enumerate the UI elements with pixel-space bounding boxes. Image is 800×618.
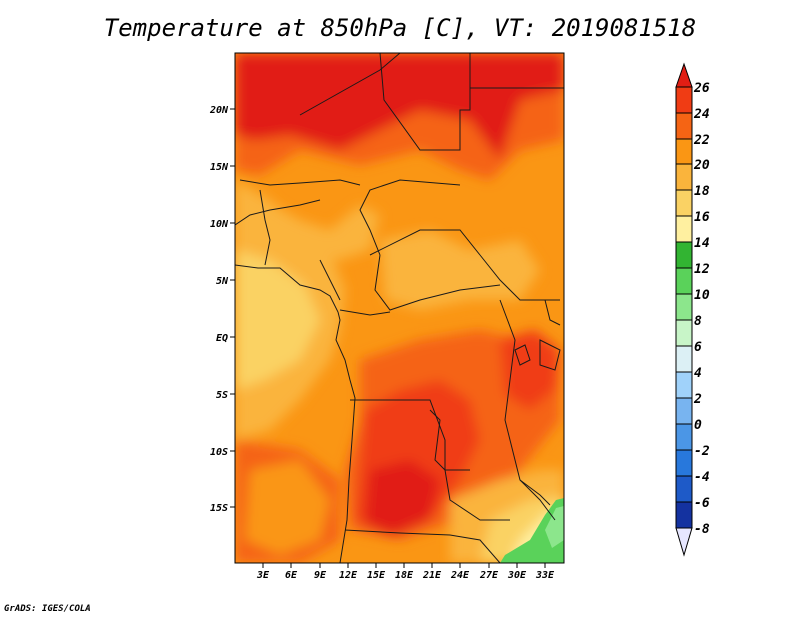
- colorbar-label: 26: [693, 81, 710, 96]
- lon-tick-label: 24E: [450, 570, 470, 581]
- colorbar-label: 20: [693, 158, 710, 173]
- lon-tick-label: 6E: [285, 570, 298, 581]
- colorbar: [675, 62, 693, 557]
- longitude-axis: 3E 6E 9E 12E 15E 18E 21E 24E 27E 30E 33E: [256, 563, 555, 581]
- lat-tick-label: 15N: [210, 162, 229, 173]
- colorbar-bottom-arrow: [675, 527, 693, 557]
- grads-credit: GrADS: IGES/COLA: [4, 604, 91, 614]
- lon-tick-label: 15E: [367, 570, 386, 581]
- colorbar-label: 0: [694, 418, 702, 433]
- latitude-axis: 20N 15N 10N 5N EQ 5S 10S 15S: [209, 105, 235, 514]
- lat-tick-label: 5S: [216, 390, 228, 401]
- lon-tick-label: 3E: [256, 570, 270, 581]
- lat-tick-label: 10S: [210, 447, 228, 458]
- colorbar-label: -2: [694, 444, 710, 459]
- map-frame: [234, 52, 565, 564]
- colorbar-label: 14: [694, 236, 710, 251]
- colorbar-top-arrow: [675, 62, 693, 88]
- lon-tick-label: 30E: [507, 570, 527, 581]
- colorbar-labels: 26 24 22 20 18 16 14 12 10 8 6 4 2 0 -2 …: [693, 81, 710, 537]
- map-title: Temperature at 850hPa [C], VT: 201908151…: [103, 14, 697, 42]
- colorbar-label: 8: [694, 314, 702, 329]
- lon-tick-label: 12E: [339, 570, 358, 581]
- lat-tick-label: 20N: [209, 105, 229, 116]
- colorbar-label: 12: [694, 262, 710, 277]
- lon-tick-label: 33E: [535, 570, 555, 581]
- colorbar-label: 4: [694, 366, 702, 381]
- colorbar-label: 16: [694, 210, 710, 225]
- lon-tick-label: 18E: [395, 570, 414, 581]
- colorbar-label: 24: [693, 107, 710, 122]
- lon-tick-label: 27E: [479, 570, 499, 581]
- lat-tick-label: EQ: [216, 333, 228, 344]
- colorbar-label: -8: [694, 522, 710, 537]
- colorbar-label: 22: [693, 133, 710, 148]
- colorbar-label: 6: [694, 340, 702, 355]
- colorbar-label: 10: [694, 288, 710, 303]
- colorbar-label: -4: [694, 470, 710, 485]
- lat-tick-label: 10N: [210, 219, 229, 230]
- lon-tick-label: 9E: [314, 570, 327, 581]
- colorbar-label: 18: [694, 184, 710, 199]
- country-borders: [235, 53, 564, 563]
- lat-tick-label: 5N: [216, 276, 229, 287]
- lon-tick-label: 21E: [422, 570, 442, 581]
- temperature-field: [235, 53, 564, 563]
- lat-tick-label: 15S: [210, 503, 228, 514]
- colorbar-label: 2: [693, 392, 702, 407]
- colorbar-label: -6: [694, 496, 710, 511]
